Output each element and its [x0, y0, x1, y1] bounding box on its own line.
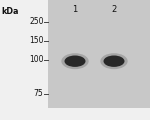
Ellipse shape [100, 53, 128, 69]
Ellipse shape [64, 55, 86, 67]
Text: 2: 2 [111, 5, 117, 14]
Text: 250: 250 [29, 17, 44, 26]
Ellipse shape [61, 53, 89, 69]
Text: 150: 150 [29, 36, 44, 45]
Text: 1: 1 [72, 5, 78, 14]
Text: kDa: kDa [2, 7, 19, 16]
Text: 75: 75 [34, 89, 44, 98]
Ellipse shape [103, 55, 124, 67]
Bar [48, 0, 150, 108]
Text: 100: 100 [29, 55, 44, 65]
